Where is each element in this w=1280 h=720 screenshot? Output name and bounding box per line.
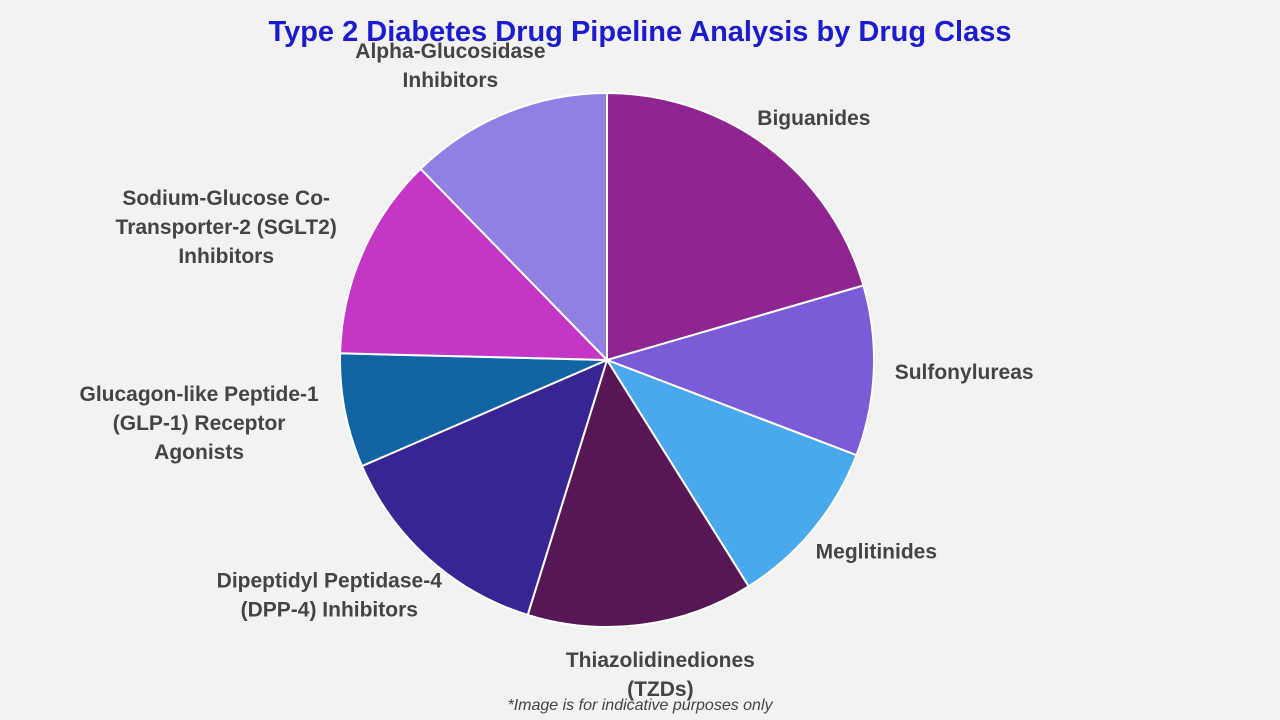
pie-slice (603, 284, 875, 457)
slice-label: Alpha-Glucosidase Inhibitors (355, 40, 546, 93)
slice-label: Biguanides (757, 106, 871, 130)
pie-slice (526, 357, 751, 628)
chart-title: Type 2 Diabetes Drug Pipeline Analysis b… (268, 16, 1012, 48)
pie-slice (360, 358, 609, 617)
pie-slice (339, 167, 610, 362)
pie-slice (339, 352, 608, 468)
slice-label: Sulfonylureas (894, 360, 1034, 384)
slice-label: Meglitinides (815, 540, 938, 564)
slice-label: Dipeptidyl Peptidase-4 (DPP-4) Inhibitor… (216, 569, 442, 622)
footnote: *Image is for indicative purposes only (507, 697, 773, 714)
slice-label: Thiazolidinediones (TZDs) (565, 648, 755, 701)
pie-slice (419, 91, 608, 363)
slice-label: Sodium-Glucose Co-Transporter-2 (SGLT2) … (115, 186, 337, 268)
pie-slice (604, 358, 858, 588)
pie-slice (606, 91, 865, 362)
slice-label: Glucagon-like Peptide-1 (GLP-1) Receptor… (79, 382, 319, 464)
